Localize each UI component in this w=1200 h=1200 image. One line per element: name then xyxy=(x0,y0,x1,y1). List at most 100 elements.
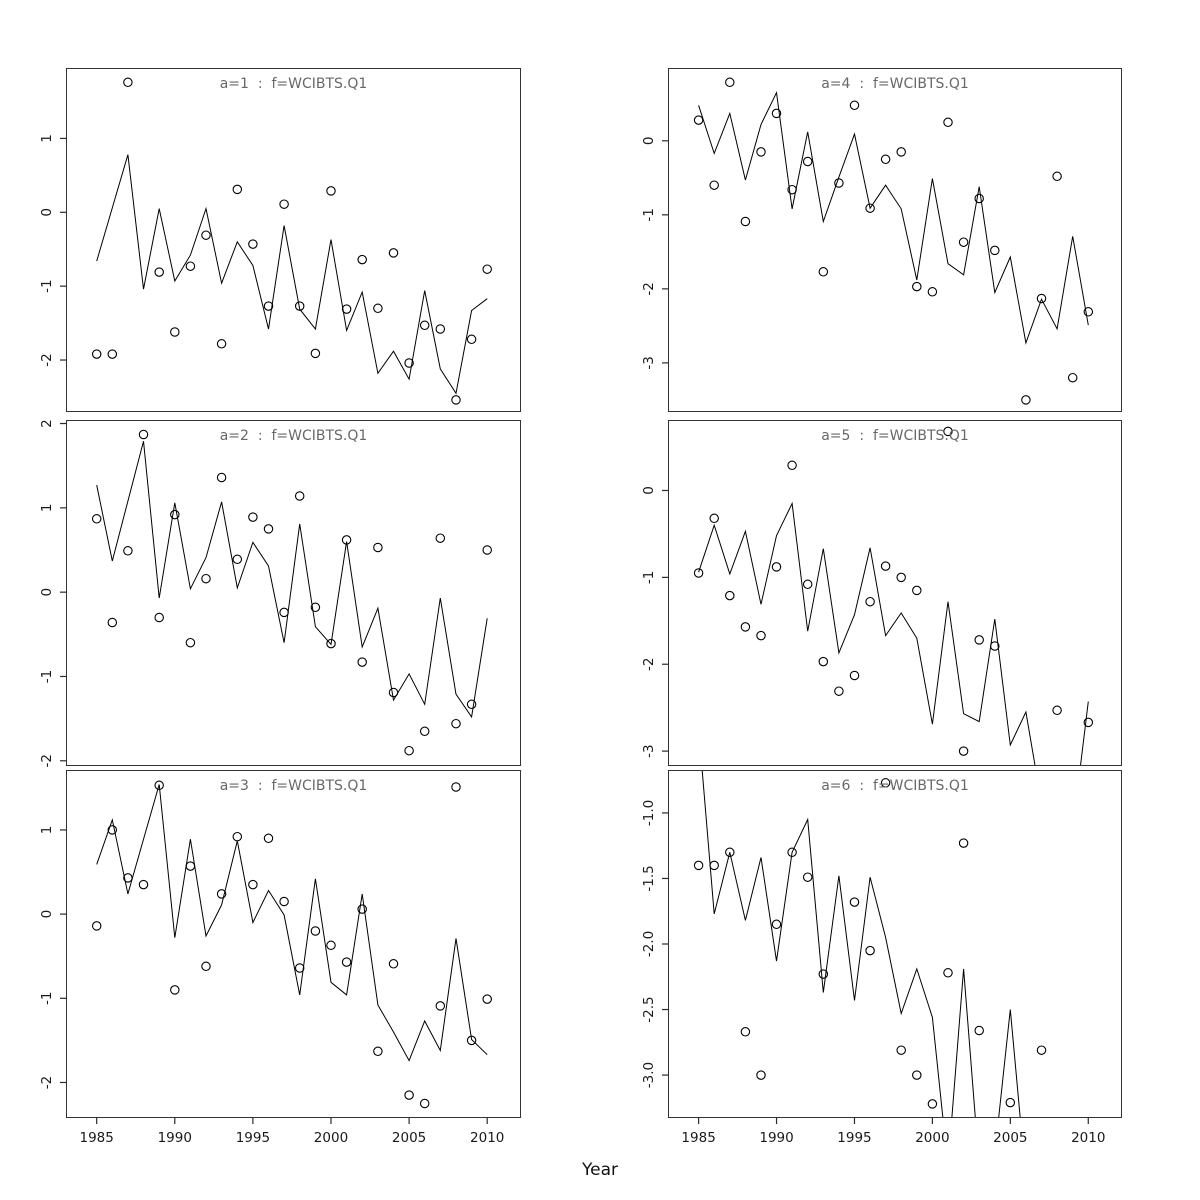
data-point xyxy=(849,897,860,907)
y-tick-label: -1.0 xyxy=(641,800,657,826)
panel-a1-plot: 1 0 -1 -2 xyxy=(39,77,492,405)
data-point xyxy=(943,426,953,437)
data-point xyxy=(771,919,782,930)
x-tick-label: 2000 xyxy=(915,1130,949,1146)
data-point xyxy=(943,117,953,128)
x-tick-label: 2010 xyxy=(470,1130,504,1146)
y-tick-label: 1 xyxy=(39,134,55,143)
data-point xyxy=(388,248,399,258)
model-line xyxy=(96,784,488,1062)
y-tick-label: -2 xyxy=(39,1076,55,1089)
data-point xyxy=(1083,307,1094,317)
data-point xyxy=(185,861,196,871)
model-line xyxy=(698,501,1089,765)
data-point xyxy=(248,512,258,522)
y-tick-label: 1 xyxy=(39,504,55,513)
plot-area xyxy=(693,77,1094,405)
data-point xyxy=(740,216,751,227)
data-point xyxy=(404,1090,414,1100)
y-tick-label: -3 xyxy=(641,356,657,369)
data-point xyxy=(419,320,430,331)
data-point xyxy=(865,945,875,956)
data-point xyxy=(216,472,227,483)
data-point xyxy=(725,77,735,88)
data-point xyxy=(263,301,274,311)
data-point xyxy=(1052,171,1062,182)
plot-area xyxy=(693,771,1047,1117)
data-point xyxy=(958,746,969,756)
data-point xyxy=(404,358,414,368)
data-point xyxy=(279,199,289,209)
data-point xyxy=(990,641,1000,651)
data-point xyxy=(310,348,321,359)
model-line xyxy=(96,441,488,719)
data-point xyxy=(912,1070,922,1080)
panel-a5-plot: 0 -1 -2 -3 xyxy=(641,426,1094,765)
data-point xyxy=(771,108,782,119)
data-point xyxy=(294,491,305,501)
data-point xyxy=(91,921,102,931)
data-point xyxy=(818,969,829,979)
data-point xyxy=(451,395,461,405)
data-point xyxy=(834,178,844,188)
panel-a2: 2 1 0 -1 -2 a=2 : f=WCIBTS.Q1 xyxy=(39,419,521,768)
data-point xyxy=(419,726,430,737)
plot-area xyxy=(91,780,492,1109)
y-tick-label: -1 xyxy=(39,279,55,292)
data-point xyxy=(201,230,211,240)
x-tick-label: 1985 xyxy=(681,1130,715,1146)
data-point xyxy=(123,546,133,556)
data-point xyxy=(880,778,891,788)
data-point xyxy=(138,429,149,440)
data-point xyxy=(388,687,399,698)
data-point xyxy=(880,154,891,165)
data-point xyxy=(787,460,797,471)
data-point xyxy=(834,686,844,696)
data-point xyxy=(341,304,352,314)
data-point xyxy=(341,535,352,545)
data-point xyxy=(279,607,289,618)
data-point xyxy=(341,957,352,967)
data-point xyxy=(709,180,719,190)
data-point xyxy=(154,780,164,791)
data-point xyxy=(435,533,446,543)
data-point xyxy=(482,264,492,274)
data-point xyxy=(466,699,477,710)
data-point xyxy=(91,349,102,359)
data-point xyxy=(357,254,367,265)
data-point xyxy=(912,281,922,292)
y-tick-label: 0 xyxy=(39,208,55,217)
y-tick-label: 0 xyxy=(39,588,55,597)
data-point xyxy=(880,561,891,571)
data-point xyxy=(388,959,399,969)
data-point xyxy=(248,239,258,249)
data-point xyxy=(1052,705,1062,716)
panel-a4: 0 -1 -2 -3 a=4 : f=WCIBTS.Q1 xyxy=(641,68,1122,412)
data-point xyxy=(404,745,414,756)
data-point xyxy=(107,825,118,835)
x-tick-label: 1985 xyxy=(79,1130,113,1146)
data-point xyxy=(482,994,492,1004)
data-point xyxy=(294,963,305,973)
data-point xyxy=(91,514,102,524)
data-point xyxy=(927,287,938,297)
data-point xyxy=(107,349,118,359)
data-point xyxy=(958,838,969,848)
data-point xyxy=(263,833,274,844)
data-point xyxy=(326,940,336,951)
y-tick-label: 2 xyxy=(39,419,55,428)
x-axis-label: Year xyxy=(582,1160,618,1180)
y-tick-label: -2 xyxy=(39,754,55,767)
model-line xyxy=(96,154,488,395)
y-tick-label: -1 xyxy=(641,571,657,584)
panel-a2-plot: 2 1 0 -1 -2 xyxy=(39,419,492,768)
panel-a6: -1.0 -1.5 -2.0 -2.5 -3.0 1985 1990 1995 2000 2005… xyxy=(641,770,1122,1146)
data-point xyxy=(419,1098,430,1109)
y-tick-label: -3.0 xyxy=(641,1062,657,1088)
plot-area xyxy=(693,426,1094,765)
x-tick-label: 1995 xyxy=(837,1130,871,1146)
data-point xyxy=(216,339,227,349)
data-point xyxy=(123,873,133,883)
data-point xyxy=(787,184,797,195)
